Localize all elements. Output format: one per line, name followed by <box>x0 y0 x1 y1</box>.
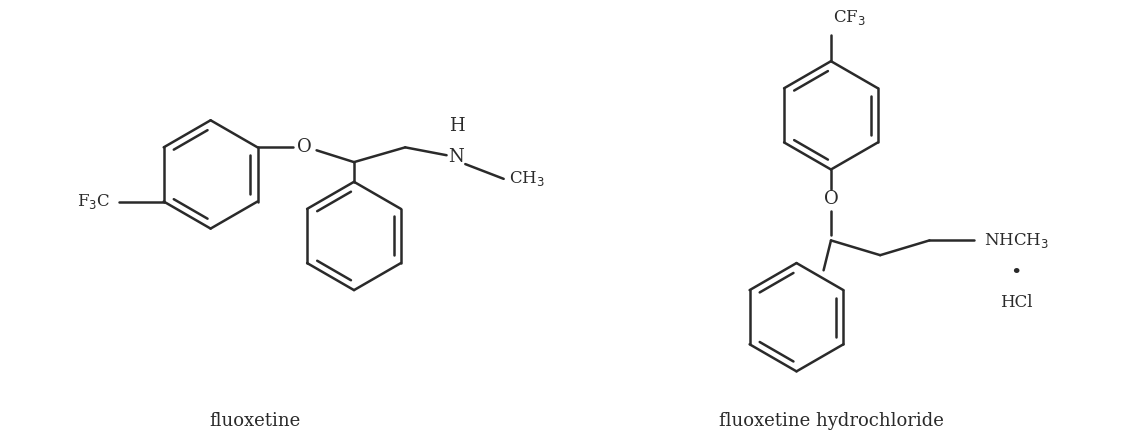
Text: fluoxetine: fluoxetine <box>209 412 301 430</box>
Text: H: H <box>448 116 464 135</box>
Text: F$_3$C: F$_3$C <box>78 192 111 211</box>
Text: O: O <box>824 190 838 208</box>
Text: N: N <box>448 148 464 166</box>
Text: CH$_3$: CH$_3$ <box>509 169 544 188</box>
Text: fluoxetine hydrochloride: fluoxetine hydrochloride <box>719 412 943 430</box>
Text: NHCH$_3$: NHCH$_3$ <box>984 231 1048 250</box>
Text: O: O <box>297 138 312 156</box>
Text: HCl: HCl <box>1000 294 1032 311</box>
Text: •: • <box>1010 264 1022 282</box>
Text: CF$_3$: CF$_3$ <box>833 8 866 27</box>
